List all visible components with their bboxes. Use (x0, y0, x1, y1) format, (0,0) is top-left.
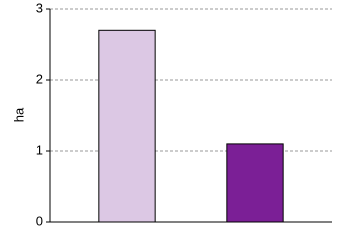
y-axis-label: ha (11, 107, 26, 122)
bar (226, 143, 284, 223)
bar (98, 29, 156, 223)
y-tick-label: 0 (36, 213, 43, 228)
y-tick-label: 3 (36, 0, 43, 15)
y-tick-label: 1 (36, 142, 43, 157)
y-tick-label: 2 (36, 71, 43, 86)
